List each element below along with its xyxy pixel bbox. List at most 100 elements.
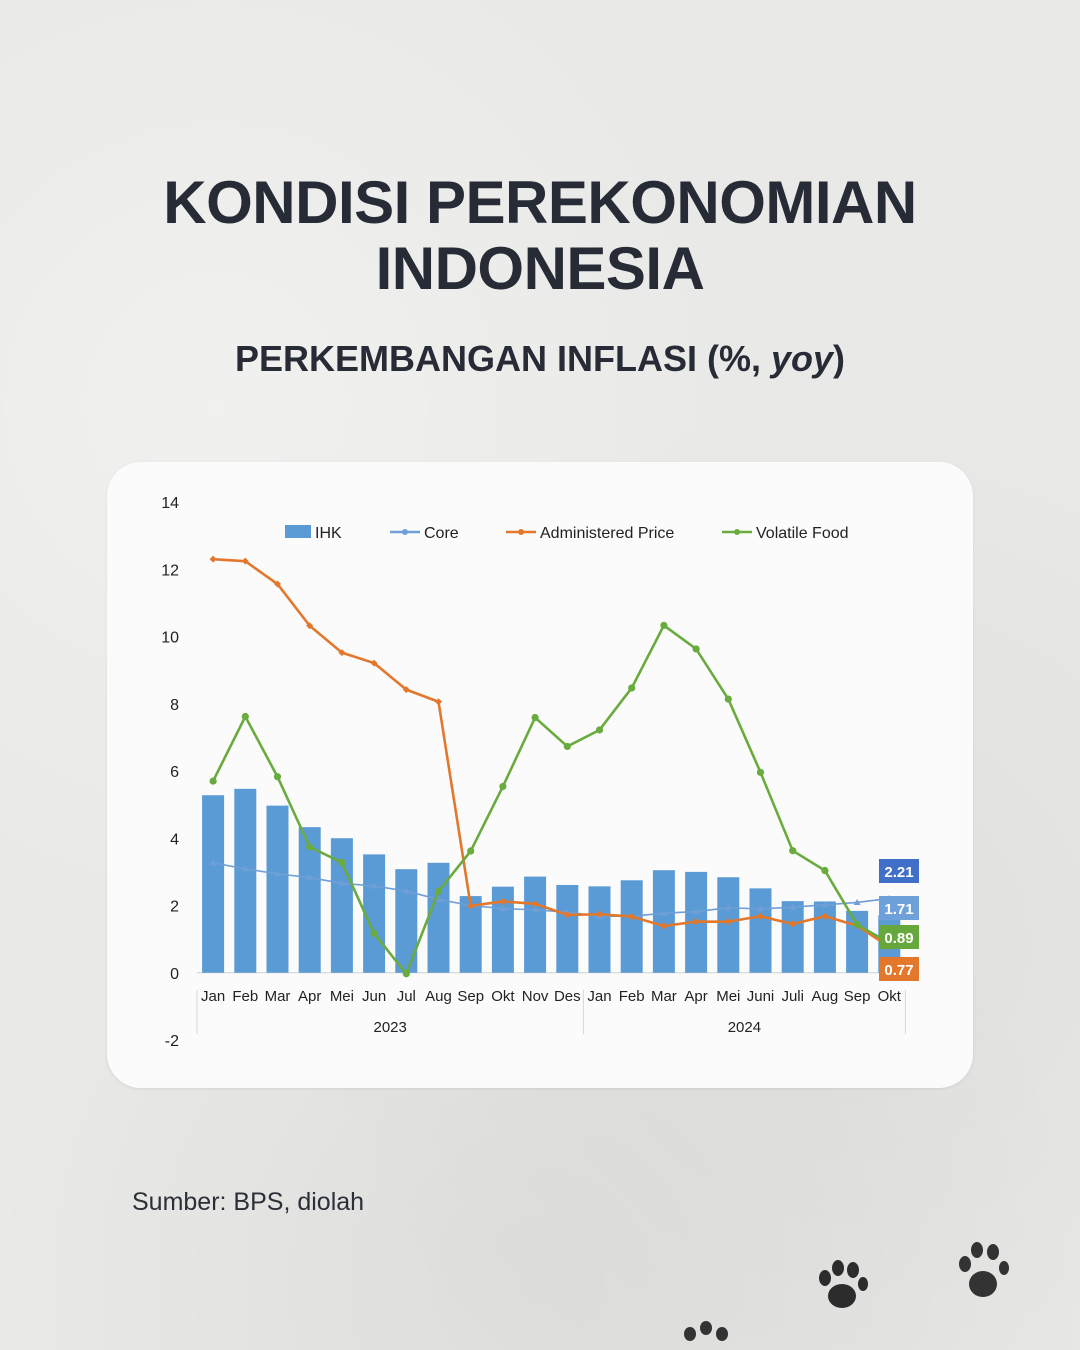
point-volatile-food	[660, 621, 668, 630]
y-tick-label: 10	[161, 630, 179, 647]
point-volatile-food	[692, 645, 700, 653]
bar-ihk	[459, 896, 482, 973]
x-tick-label: Aug	[425, 988, 452, 1005]
x-tick-label: Jan	[201, 988, 225, 1005]
point-core	[306, 874, 314, 881]
bar-ihk	[749, 888, 772, 973]
line-volatile-food	[211, 624, 890, 976]
point-core	[274, 870, 281, 877]
x-tick-label: Sep	[457, 988, 484, 1005]
x-tick-label: Nov	[522, 988, 549, 1005]
title-line-2: INDONESIA	[375, 235, 705, 302]
bar-ihk	[846, 910, 869, 973]
bar-ihk	[652, 870, 675, 973]
point-administered-price	[563, 911, 571, 919]
point-volatile-food	[595, 726, 604, 734]
x-tick-label: Juni	[747, 988, 775, 1005]
y-tick-label: 8	[170, 697, 179, 714]
subtitle-main: PERKEMBANGAN INFLASI (%,	[234, 338, 771, 379]
line-core	[212, 862, 890, 918]
point-core	[209, 859, 217, 866]
x-tick-label: Jan	[587, 988, 611, 1005]
x-tick-label: Apr	[684, 988, 707, 1005]
point-volatile-food	[209, 777, 217, 785]
point-core	[402, 887, 410, 894]
subtitle-italic: yoy	[770, 338, 834, 379]
paw-print-icon	[959, 1242, 1009, 1297]
point-volatile-food	[756, 768, 765, 776]
end-label: 2.21	[884, 864, 913, 881]
bar-ihk	[524, 876, 547, 973]
point-administered-price	[274, 580, 281, 588]
point-administered-price	[821, 912, 829, 920]
chart-subtitle: PERKEMBANGAN INFLASI (%, yoy)	[0, 338, 1080, 380]
point-core	[435, 895, 442, 902]
legend-marker	[518, 529, 524, 535]
paw-print-icon	[684, 1321, 728, 1341]
legend-label: Administered Price	[540, 525, 674, 542]
y-tick-label: 14	[161, 495, 179, 512]
point-administered-price	[338, 649, 346, 657]
x-tick-label: Feb	[232, 988, 258, 1005]
bar-ihk	[202, 795, 225, 973]
x-tick-label: Apr	[298, 988, 321, 1005]
subtitle-end: )	[833, 338, 846, 379]
line-administered-price	[213, 557, 891, 948]
x-tick-label: Juli	[781, 988, 804, 1005]
point-volatile-food	[531, 713, 539, 722]
point-volatile-food	[241, 712, 249, 721]
point-administered-price	[306, 622, 314, 630]
point-administered-price	[499, 897, 507, 905]
point-volatile-food	[563, 742, 571, 751]
inflation-chart: -2 0 2 4 6 8 10 12 14 2.21 1.71 0.89 0.77 Jan Feb Mar Ap…	[161, 495, 919, 1050]
bar-ihk	[395, 869, 418, 973]
legend-label: Volatile Food	[756, 525, 849, 542]
title-line-1: KONDISI PEREKONOMIAN	[163, 169, 917, 236]
x-tick-label: Aug	[812, 988, 839, 1005]
end-label: 0.89	[884, 930, 913, 947]
point-administered-price	[402, 686, 410, 694]
point-core	[499, 905, 507, 912]
y-tick-label: 6	[170, 764, 179, 781]
point-administered-price	[531, 900, 539, 908]
legend-label: Core	[424, 525, 459, 542]
end-label-box	[879, 925, 919, 949]
point-core	[853, 898, 861, 905]
point-core	[724, 904, 732, 911]
point-core	[241, 865, 249, 872]
point-administered-price	[757, 912, 764, 920]
point-volatile-food	[499, 782, 507, 791]
bar-ihk	[427, 862, 450, 973]
bar-ihk	[781, 901, 804, 973]
point-core	[757, 905, 764, 912]
point-volatile-food	[467, 847, 475, 855]
point-core	[338, 879, 346, 886]
point-core	[531, 906, 539, 913]
x-tick-label: Mar	[265, 988, 291, 1005]
point-administered-price	[692, 918, 700, 926]
x-tick-label: Feb	[619, 988, 645, 1005]
bar-ihk	[298, 827, 321, 973]
x-tick-label: Mei	[716, 988, 740, 1005]
point-core	[660, 909, 668, 916]
end-label-box	[879, 957, 919, 981]
x-tick-label: Okt	[878, 988, 902, 1005]
chart-card: -2 0 2 4 6 8 10 12 14 2.21 1.71 0.89 0.77 Jan Feb Mar Ap…	[107, 462, 973, 1088]
x-tick-label: Sep	[844, 988, 871, 1005]
bar-ihk	[813, 901, 836, 973]
bar-ihk	[556, 884, 579, 973]
point-administered-price	[370, 659, 378, 667]
point-core	[789, 903, 797, 910]
source-note: Sumber: BPS, diolah	[132, 1188, 365, 1216]
point-volatile-food	[821, 866, 829, 875]
end-label-box	[879, 859, 919, 883]
year-label: 2023	[374, 1019, 407, 1036]
bar-ihk	[234, 788, 257, 973]
y-tick-label: 2	[170, 899, 179, 916]
legend-label: IHK	[315, 525, 342, 542]
x-tick-label: Jun	[362, 988, 386, 1005]
point-administered-price	[435, 698, 442, 706]
paw-print-icon	[819, 1260, 868, 1308]
x-tick-label: Des	[554, 988, 581, 1005]
legend-marker	[402, 529, 408, 535]
